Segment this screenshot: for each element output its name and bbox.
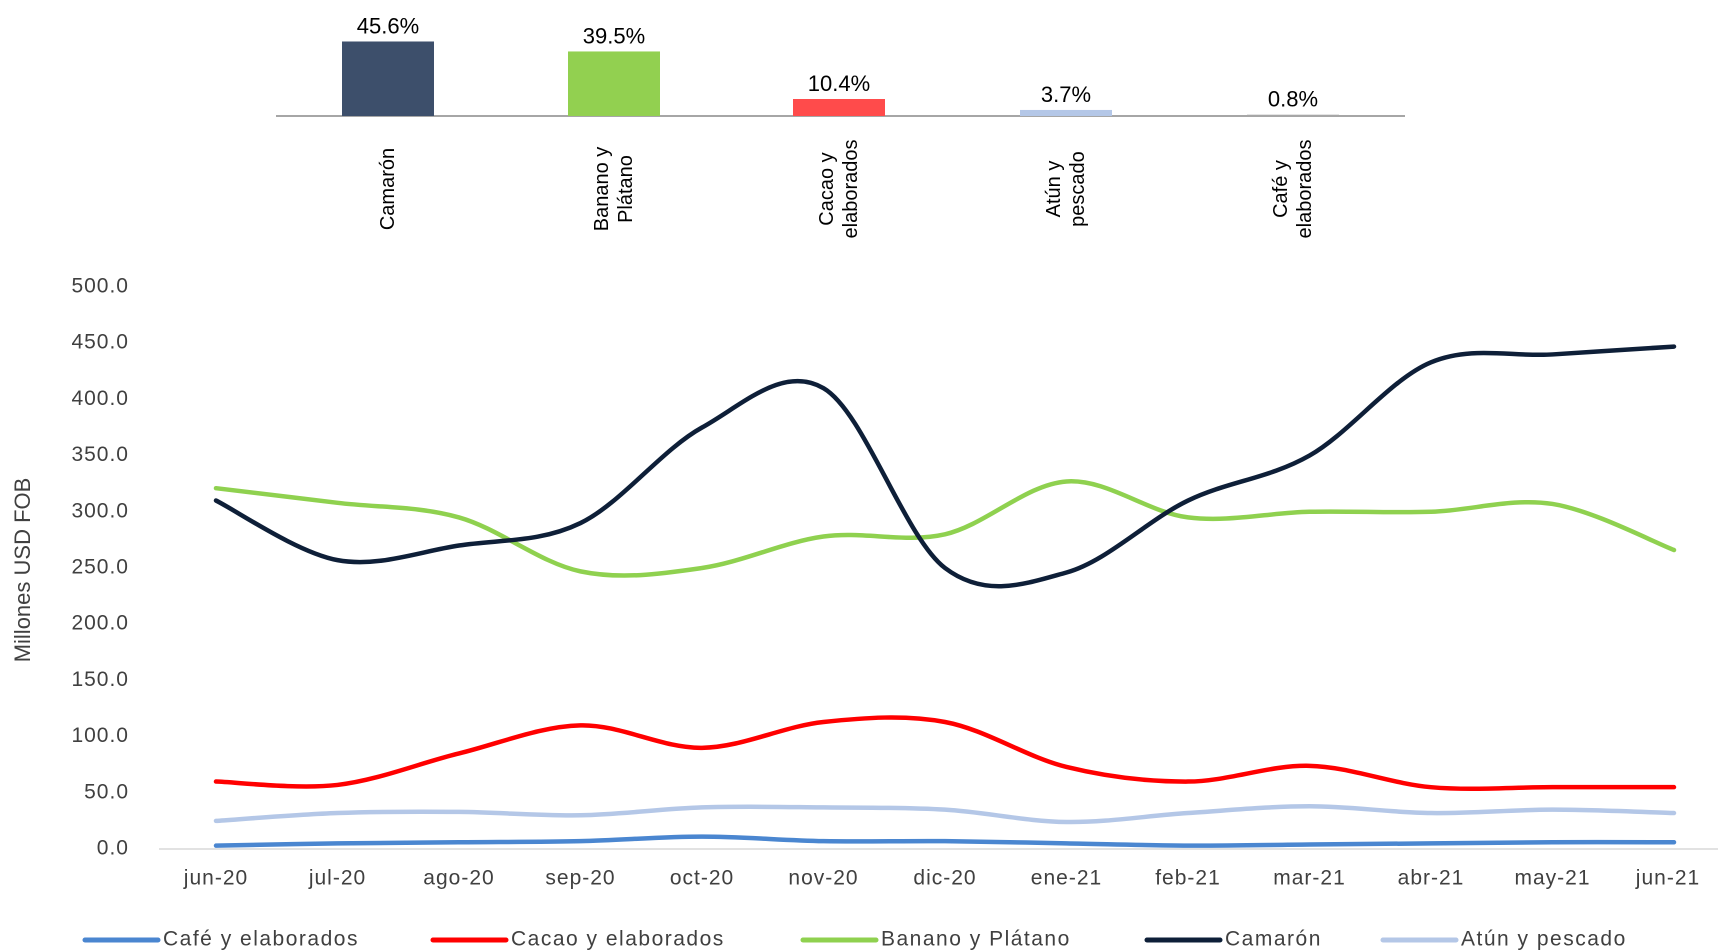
line-series <box>213 834 1677 848</box>
y-tick-label: 300.0 <box>71 499 129 522</box>
y-axis-label: Millones USD FOB <box>10 478 35 663</box>
bar <box>1020 109 1112 116</box>
y-tick-label: 450.0 <box>71 331 129 354</box>
value-label: 0.8% <box>1268 87 1318 112</box>
y-tick-label: 100.0 <box>71 724 129 747</box>
bar <box>793 99 885 116</box>
value-label: 10.4% <box>808 71 870 96</box>
bar <box>1247 114 1339 116</box>
category-label: Cacao y elaborados <box>816 139 862 239</box>
value-label: 3.7% <box>1041 82 1091 107</box>
bar <box>342 41 434 116</box>
x-tick-label: jun-20 <box>183 867 248 890</box>
y-tick-label: 200.0 <box>71 612 129 635</box>
x-tick-label: oct-20 <box>670 867 734 890</box>
x-tick-label: dic-20 <box>913 867 976 890</box>
x-tick-label: nov-20 <box>788 867 858 890</box>
legend-label: Atún y pescado <box>1461 928 1627 951</box>
legend-label: Cacao y elaborados <box>511 928 725 951</box>
value-label: 45.6% <box>357 13 419 38</box>
bar <box>568 51 660 116</box>
legend-label: Café y elaborados <box>163 928 359 951</box>
line-series <box>213 479 1677 578</box>
x-tick-label: jun-21 <box>1635 867 1700 890</box>
y-tick-label: 500.0 <box>71 275 129 298</box>
legend-label: Camarón <box>1225 928 1322 951</box>
x-tick-label: ago-20 <box>423 867 494 890</box>
legend-label: Banano y Plátano <box>881 928 1071 951</box>
category-label: Atún y pescado <box>1043 151 1089 227</box>
y-tick-label: 350.0 <box>71 443 129 466</box>
x-tick-label: abr-21 <box>1398 867 1465 890</box>
y-tick-label: 0.0 <box>97 837 129 860</box>
x-tick-label: mar-21 <box>1273 867 1346 890</box>
y-tick-label: 50.0 <box>84 780 129 803</box>
y-tick-label: 150.0 <box>71 668 129 691</box>
x-tick-label: may-21 <box>1514 867 1590 890</box>
line-series <box>213 804 1677 825</box>
category-label: Banano y Plátano <box>591 146 637 232</box>
value-label: 39.5% <box>583 23 645 48</box>
x-tick-label: sep-20 <box>545 867 615 890</box>
category-label: Café y elaborados <box>1270 139 1316 239</box>
line-series <box>213 715 1677 792</box>
y-tick-label: 400.0 <box>71 387 129 410</box>
y-tick-label: 250.0 <box>71 556 129 579</box>
line-series <box>213 344 1677 589</box>
x-tick-label: feb-21 <box>1155 867 1221 890</box>
x-tick-label: jul-20 <box>308 867 366 890</box>
x-tick-label: ene-21 <box>1031 867 1102 890</box>
category-label: Camarón <box>377 147 399 231</box>
